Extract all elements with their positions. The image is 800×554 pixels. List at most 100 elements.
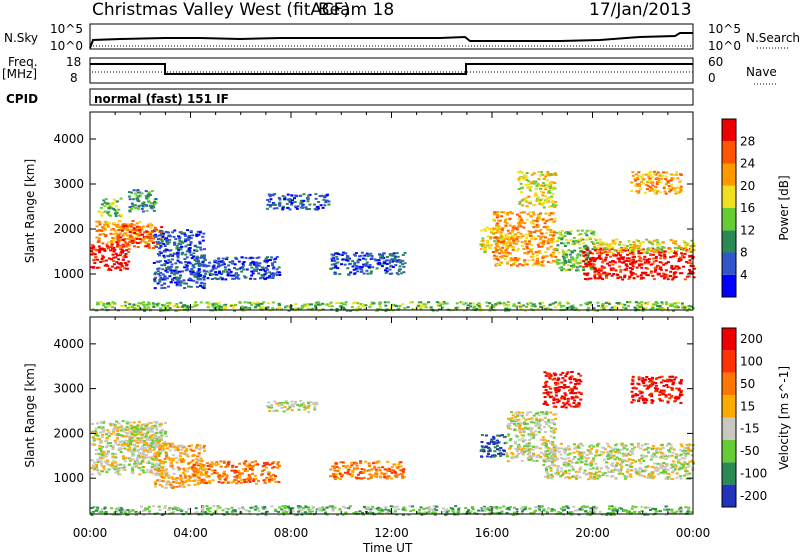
data-cell <box>657 272 661 275</box>
data-cell <box>140 453 144 456</box>
data-cell <box>658 307 662 310</box>
data-cell <box>606 262 610 265</box>
data-cell <box>664 269 668 272</box>
data-cell <box>564 269 568 272</box>
data-cell <box>161 467 164 469</box>
data-cell <box>381 255 385 258</box>
data-cell <box>674 271 678 274</box>
data-cell <box>594 258 597 261</box>
data-cell <box>117 258 120 261</box>
data-cell <box>500 236 504 239</box>
data-cell <box>401 303 405 306</box>
data-cell <box>535 257 539 260</box>
data-cell <box>562 250 565 253</box>
data-cell <box>161 428 164 431</box>
data-cell <box>134 465 138 468</box>
data-cell <box>293 201 297 203</box>
data-cell <box>126 432 130 435</box>
data-cell <box>585 303 589 306</box>
data-cell <box>591 257 595 260</box>
data-cell <box>245 480 248 483</box>
data-cell <box>250 266 254 269</box>
data-cell <box>669 173 672 176</box>
data-cell <box>138 204 142 207</box>
data-region-6 <box>191 256 282 281</box>
data-cell <box>627 260 631 263</box>
data-cell <box>292 405 296 408</box>
data-cell <box>101 211 105 214</box>
data-cell <box>665 274 669 277</box>
data-cell <box>106 429 110 432</box>
data-cell <box>184 253 188 256</box>
data-cell <box>529 302 533 305</box>
data-cell <box>512 242 516 245</box>
data-cell <box>646 274 650 277</box>
data-cell <box>169 481 172 484</box>
data-cell <box>140 207 144 210</box>
data-cell <box>186 455 190 458</box>
data-cell <box>179 274 183 277</box>
data-cell <box>121 251 124 254</box>
data-cell <box>378 262 382 265</box>
data-cell <box>549 240 553 243</box>
data-cell <box>520 221 524 224</box>
data-cell <box>153 226 157 229</box>
data-cell <box>260 474 263 477</box>
data-cell <box>194 467 198 470</box>
data-cell <box>263 277 266 280</box>
data-cell <box>663 276 667 279</box>
data-cell <box>202 276 206 279</box>
data-cell <box>579 304 583 307</box>
data-cell <box>224 305 228 308</box>
data-cell <box>164 248 168 251</box>
data-region-0 <box>90 242 131 272</box>
data-cell <box>396 467 400 470</box>
data-cell <box>159 245 163 248</box>
data-cell <box>192 255 196 258</box>
data-cell <box>117 426 121 429</box>
data-cell <box>529 214 533 217</box>
data-cell <box>588 301 592 304</box>
colorbar-segment <box>722 163 736 186</box>
data-cell <box>534 229 538 232</box>
data-cell <box>674 192 678 195</box>
data-cell <box>632 260 636 263</box>
data-cell <box>586 254 590 257</box>
data-cell <box>181 477 185 480</box>
data-cell <box>509 242 513 245</box>
data-cell <box>567 231 571 234</box>
data-cell <box>519 448 523 451</box>
data-cell <box>151 458 155 461</box>
data-region-8 <box>329 251 407 276</box>
data-cell <box>650 250 654 253</box>
data-cell <box>217 473 221 476</box>
data-cell <box>516 228 520 231</box>
data-cell <box>202 284 206 287</box>
data-cell <box>192 453 196 456</box>
data-cell <box>120 244 124 247</box>
data-cell <box>125 422 129 425</box>
data-cell <box>586 301 590 304</box>
data-cell <box>182 481 185 484</box>
data-cell <box>267 401 271 404</box>
data-cell <box>672 241 676 244</box>
data-cell <box>544 188 548 191</box>
data-cell <box>105 243 109 246</box>
data-cell <box>230 481 234 484</box>
data-cell <box>386 469 390 472</box>
data-cell <box>218 265 222 267</box>
data-cell <box>244 464 248 467</box>
data-cell <box>127 191 131 194</box>
data-cell <box>670 186 674 189</box>
data-cell <box>107 302 110 305</box>
data-cell <box>117 443 121 446</box>
data-cell <box>155 436 159 438</box>
data-cell <box>113 423 117 426</box>
data-cell <box>401 476 405 479</box>
data-cell <box>537 215 541 218</box>
data-cell <box>185 264 189 267</box>
data-cell <box>585 278 589 281</box>
data-cell <box>288 198 292 201</box>
data-cell <box>163 286 167 289</box>
data-cell <box>495 258 499 260</box>
